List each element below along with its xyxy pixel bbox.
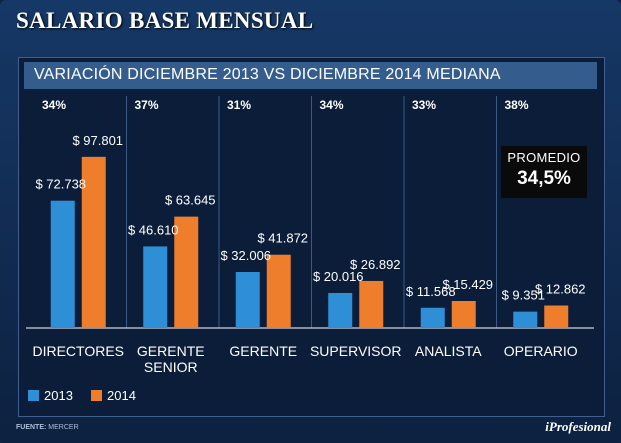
source-note: FUENTE: MERCER [16,424,79,431]
category-label: GERENTE [137,343,205,359]
bar-2014 [81,156,106,328]
value-label-2013: $ 32.006 [220,248,271,263]
bar-2014 [359,280,384,328]
legend-label-2014: 2014 [107,388,136,403]
value-label-2014: $ 41.872 [257,231,308,246]
category-label: SUPERVISOR [310,343,402,359]
bar-2014 [174,216,199,328]
category-label: ANALISTA [415,343,482,359]
value-label-2014: $ 15.429 [442,277,493,292]
value-label-2013: $ 72.738 [35,177,86,192]
bar-2013 [513,311,538,328]
legend-label-2013: 2013 [44,388,73,403]
value-label-2014: $ 26.892 [350,257,401,272]
bar-2013 [328,292,353,328]
legend-item-2013: 2013 [28,388,73,403]
category-label: GERENTE [229,343,297,359]
value-label-2014: $ 97.801 [72,133,123,148]
chart-subtitle: VARIACIÓN DICIEMBRE 2013 VS DICIEMBRE 20… [34,66,501,83]
value-label-2014: $ 63.645 [165,193,216,208]
subtitle-bar [24,62,597,89]
brand-logo: iProfesional [545,419,611,434]
bar-2013 [420,307,445,328]
value-label-2014: $ 12.862 [535,281,586,296]
value-label-2013: $ 20.016 [313,269,364,284]
average-box: PROMEDIO 34,5% [501,146,587,198]
bar-2014 [544,305,569,328]
bar-2014 [266,254,291,328]
value-label-2013: $ 9.351 [502,288,545,303]
variation-label: 38% [504,98,528,112]
variation-label: 34% [319,98,343,112]
variation-label: 31% [227,98,251,112]
chart-title: SALARIO BASE MENSUAL [16,8,314,33]
variation-label: 33% [412,98,436,112]
legend-swatch-2014 [91,390,102,401]
legend-swatch-2013 [28,390,39,401]
average-value: 34,5% [517,168,571,189]
variation-label: 37% [134,98,158,112]
bar-2013 [50,200,75,328]
bar-2014 [451,300,476,328]
variation-label: 34% [42,98,66,112]
category-label: DIRECTORES [32,343,124,359]
source-label: FUENTE: [16,424,47,431]
value-label-2013: $ 11.568 [406,284,456,299]
category-label: OPERARIO [504,343,578,359]
source-value: MERCER [48,424,79,431]
value-label-2013: $ 46.610 [128,222,179,237]
bar-2013 [235,271,260,328]
bar-2013 [143,246,168,328]
average-label: PROMEDIO [507,150,581,165]
category-label: SENIOR [144,359,198,375]
legend-item-2014: 2014 [91,388,136,403]
